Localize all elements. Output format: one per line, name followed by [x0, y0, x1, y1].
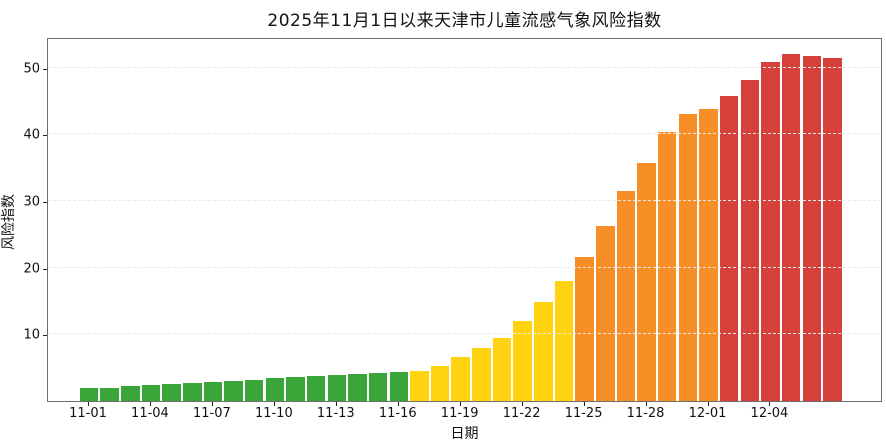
chart-title: 2025年11月1日以来天津市儿童流感气象风险指数 [267, 11, 662, 31]
bar-11-27 [616, 191, 636, 401]
bar-11-23 [534, 302, 553, 401]
plot-area [47, 38, 882, 402]
x-tick-label-12-04: 12-04 [750, 406, 789, 421]
bar-12-07 [823, 58, 842, 401]
bar-12-06 [802, 55, 821, 401]
y-tick-label-20: 20 [23, 261, 40, 277]
y-axis-title: 风险指数 [1, 194, 17, 250]
gridline-y40 [48, 133, 881, 135]
gridline-y10 [48, 333, 881, 335]
bar-11-07 [203, 381, 223, 401]
x-tick-label-11-19: 11-19 [440, 406, 479, 421]
x-tick-label-11-04: 11-04 [131, 406, 169, 421]
bar-11-01 [79, 387, 99, 401]
bar-11-19 [451, 357, 470, 401]
x-tick-mark-11-01 [88, 402, 89, 406]
bar-11-09 [244, 379, 264, 401]
bar-11-24 [554, 281, 574, 401]
y-tick-mark-20 [43, 268, 47, 270]
x-tick-label-11-28: 11-28 [626, 406, 665, 421]
y-tick-label-10: 10 [23, 327, 40, 343]
x-tick-mark-11-25 [583, 402, 585, 406]
bar-11-15 [368, 373, 388, 401]
y-tick-mark-40 [43, 135, 47, 137]
x-tick-mark-11-13 [335, 402, 337, 406]
bar-12-03 [740, 80, 760, 401]
gridline-y50 [48, 66, 881, 68]
bar-11-18 [430, 366, 450, 401]
bar-11-20 [472, 347, 491, 401]
x-tick-mark-11-19 [459, 402, 461, 406]
x-tick-mark-11-07 [211, 402, 213, 406]
bar-11-30 [678, 114, 698, 401]
bar-12-02 [719, 96, 739, 401]
x-tick-label-11-07: 11-07 [193, 406, 231, 421]
bar-11-06 [183, 383, 202, 401]
bar-11-11 [286, 377, 305, 401]
x-tick-label-12-01: 12-01 [688, 406, 727, 421]
bar-11-14 [348, 373, 367, 401]
x-tick-label-11-25: 11-25 [564, 406, 603, 421]
bar-11-26 [596, 225, 615, 401]
bar-11-17 [410, 371, 429, 401]
x-tick-mark-11-22 [521, 402, 523, 406]
y-tick-mark-50 [43, 68, 47, 70]
x-tick-mark-12-04 [769, 402, 771, 406]
bar-12-01 [699, 109, 718, 401]
bar-11-21 [492, 337, 512, 401]
y-tick-label-40: 40 [23, 127, 40, 143]
bar-11-28 [637, 163, 656, 401]
gridline-y30 [48, 200, 881, 201]
x-tick-mark-12-01 [707, 402, 709, 406]
x-tick-label-11-13: 11-13 [316, 406, 355, 421]
gridline-y20 [48, 266, 881, 268]
bar-11-02 [100, 387, 119, 401]
bar-11-25 [575, 257, 594, 401]
bar-11-13 [327, 375, 347, 401]
y-tick-label-30: 30 [23, 194, 40, 210]
bar-11-22 [513, 321, 532, 401]
bar-11-04 [141, 385, 161, 401]
x-tick-mark-11-04 [149, 402, 151, 406]
x-tick-label-11-10: 11-10 [254, 406, 293, 421]
y-tick-mark-10 [43, 335, 47, 337]
bar-11-08 [224, 381, 243, 401]
x-tick-mark-11-28 [645, 402, 647, 406]
bar-12-05 [781, 53, 801, 401]
x-tick-mark-11-16 [397, 402, 399, 406]
x-tick-mark-11-10 [273, 402, 275, 406]
y-tick-mark-30 [43, 202, 47, 203]
bar-12-04 [761, 62, 780, 401]
bar-11-12 [306, 375, 326, 401]
x-tick-label-11-16: 11-16 [378, 406, 417, 421]
bar-11-16 [389, 372, 408, 401]
y-tick-label-50: 50 [23, 61, 40, 77]
bar-11-05 [162, 383, 181, 401]
x-axis-title: 日期 [450, 426, 479, 440]
bar-11-10 [265, 378, 285, 401]
x-tick-label-11-22: 11-22 [502, 406, 541, 421]
bar-11-03 [121, 385, 140, 401]
x-tick-label-11-01: 11-01 [69, 406, 107, 421]
